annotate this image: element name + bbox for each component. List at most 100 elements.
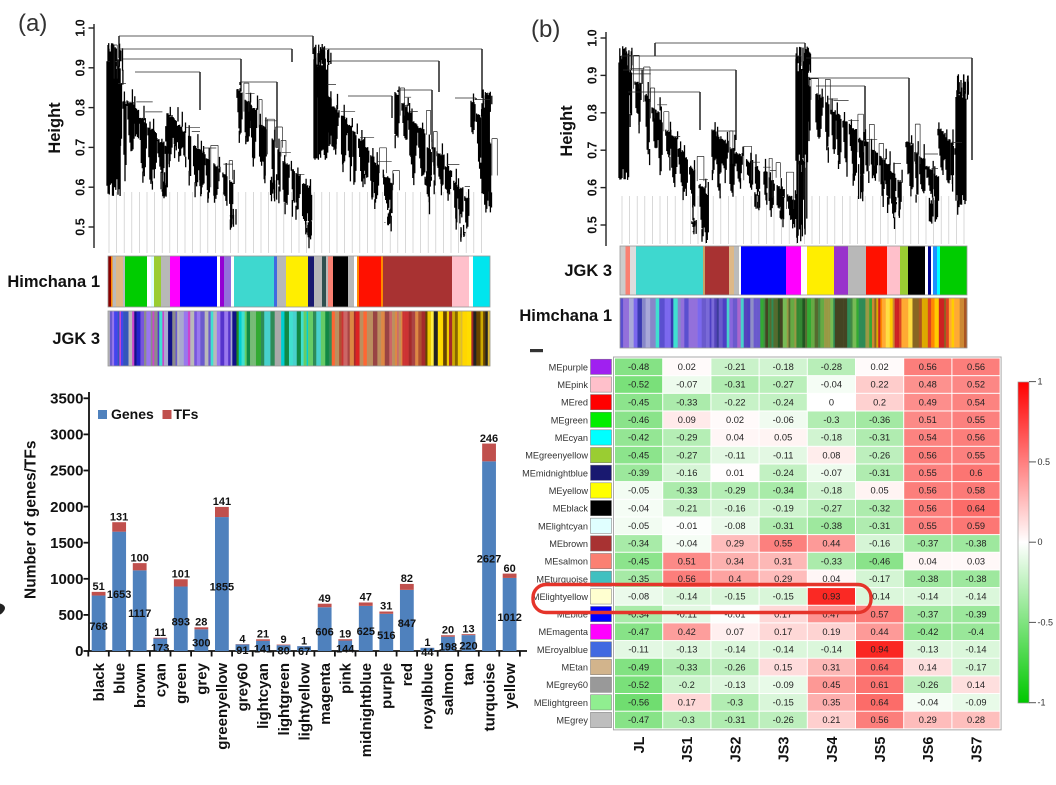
svg-text:49: 49 [318,593,330,605]
svg-text:royalblue: royalblue [420,663,437,730]
svg-text:-0.14: -0.14 [724,645,745,655]
svg-text:-0.33: -0.33 [821,556,842,566]
svg-text:0.21: 0.21 [822,715,840,725]
svg-text:JGK 3: JGK 3 [564,262,612,280]
svg-text:0.51: 0.51 [678,556,696,566]
svg-text:0.5: 0.5 [1038,457,1051,467]
svg-text:0.55: 0.55 [967,450,985,460]
svg-text:cyan: cyan [152,663,169,697]
svg-text:0.9: 0.9 [586,67,600,84]
svg-text:MEpurple: MEpurple [549,362,588,372]
svg-text:-0.18: -0.18 [773,362,794,372]
svg-text:0: 0 [75,643,83,660]
svg-text:0.2: 0.2 [873,397,886,407]
svg-text:141: 141 [213,496,231,508]
svg-text:MEsalmon: MEsalmon [545,557,588,567]
svg-text:0.01: 0.01 [726,468,744,478]
svg-text:green: green [173,663,190,704]
svg-text:-0.38: -0.38 [821,521,842,531]
svg-text:Genes: Genes [111,406,154,422]
svg-text:-0.52: -0.52 [628,380,649,390]
svg-text:-0.13: -0.13 [676,645,697,655]
svg-text:-0.26: -0.26 [917,680,938,690]
svg-text:20: 20 [442,625,454,637]
svg-text:-0.35: -0.35 [628,574,649,584]
svg-text:-0.52: -0.52 [628,680,649,690]
svg-text:-0.31: -0.31 [869,433,890,443]
svg-text:0.05: 0.05 [871,486,889,496]
svg-text:768: 768 [89,621,107,633]
svg-text:-0.04: -0.04 [821,380,842,390]
svg-text:midnightblue: midnightblue [358,663,375,757]
svg-text:-0.27: -0.27 [821,503,842,513]
svg-text:0.5: 0.5 [586,216,600,233]
svg-text:0.04: 0.04 [726,433,744,443]
svg-text:21: 21 [257,629,269,641]
svg-text:-0.32: -0.32 [869,503,890,513]
svg-text:-0.47: -0.47 [628,715,649,725]
svg-text:0.55: 0.55 [919,468,937,478]
svg-text:JS7: JS7 [969,737,985,763]
svg-text:MEroyalblue: MEroyalblue [537,645,588,655]
svg-text:-0.19: -0.19 [773,503,794,513]
svg-text:0.03: 0.03 [967,556,985,566]
svg-text:MElightgreen: MElightgreen [534,698,588,708]
svg-text:0.64: 0.64 [967,503,985,513]
svg-text:0.64: 0.64 [871,662,889,672]
svg-text:1000: 1000 [50,571,83,588]
svg-text:-0.22: -0.22 [724,397,745,407]
svg-text:MElightcyan: MElightcyan [538,521,588,531]
svg-text:60: 60 [503,563,515,575]
svg-text:3000: 3000 [50,427,83,444]
svg-text:-0.17: -0.17 [869,574,890,584]
svg-text:0.19: 0.19 [822,627,840,637]
svg-text:0.64: 0.64 [871,698,889,708]
svg-text:516: 516 [377,630,395,642]
svg-text:44: 44 [421,647,434,659]
svg-text:0.56: 0.56 [967,362,985,372]
svg-text:144: 144 [336,643,355,655]
svg-text:-0.33: -0.33 [676,486,697,496]
svg-text:198: 198 [439,641,457,653]
svg-text:-0.31: -0.31 [724,715,745,725]
svg-text:0.34: 0.34 [726,556,744,566]
svg-text:JS3: JS3 [777,737,793,763]
svg-text:3500: 3500 [50,391,83,408]
svg-text:0: 0 [1038,537,1043,547]
svg-text:0: 0 [829,397,834,407]
svg-text:80: 80 [277,646,289,658]
svg-text:0.9: 0.9 [74,59,88,76]
svg-text:-0.45: -0.45 [628,556,649,566]
svg-text:MEgreen: MEgreen [551,415,588,425]
svg-text:0.07: 0.07 [726,627,744,637]
svg-text:-0.04: -0.04 [917,698,938,708]
svg-text:0.93: 0.93 [822,592,840,602]
svg-text:tan: tan [461,663,478,686]
svg-text:magenta: magenta [317,662,334,724]
svg-text:-0.09: -0.09 [965,698,986,708]
svg-text:JL: JL [632,736,648,753]
svg-text:-0.14: -0.14 [821,645,842,655]
svg-text:-0.38: -0.38 [965,539,986,549]
svg-text:1117: 1117 [128,608,151,620]
svg-text:-0.34: -0.34 [773,486,794,496]
svg-text:0.49: 0.49 [919,397,937,407]
svg-text:13: 13 [462,623,474,635]
svg-text:0.44: 0.44 [871,627,889,637]
svg-text:0.6: 0.6 [586,179,600,196]
svg-text:-0.3: -0.3 [679,715,695,725]
svg-text:-0.11: -0.11 [725,450,746,460]
svg-text:0.17: 0.17 [678,698,696,708]
svg-text:MEtan: MEtan [561,663,588,673]
svg-text:-0.15: -0.15 [724,592,745,602]
svg-text:0.7: 0.7 [74,139,88,156]
svg-text:-0.34: -0.34 [628,539,649,549]
svg-text:131: 131 [110,511,128,523]
svg-text:-0.29: -0.29 [724,486,745,496]
svg-text:1: 1 [1038,377,1043,387]
svg-text:yellow: yellow [502,663,519,709]
svg-text:101: 101 [172,568,190,580]
svg-text:-0.3: -0.3 [727,698,743,708]
svg-text:1.0: 1.0 [74,19,88,36]
svg-text:0.56: 0.56 [919,486,937,496]
